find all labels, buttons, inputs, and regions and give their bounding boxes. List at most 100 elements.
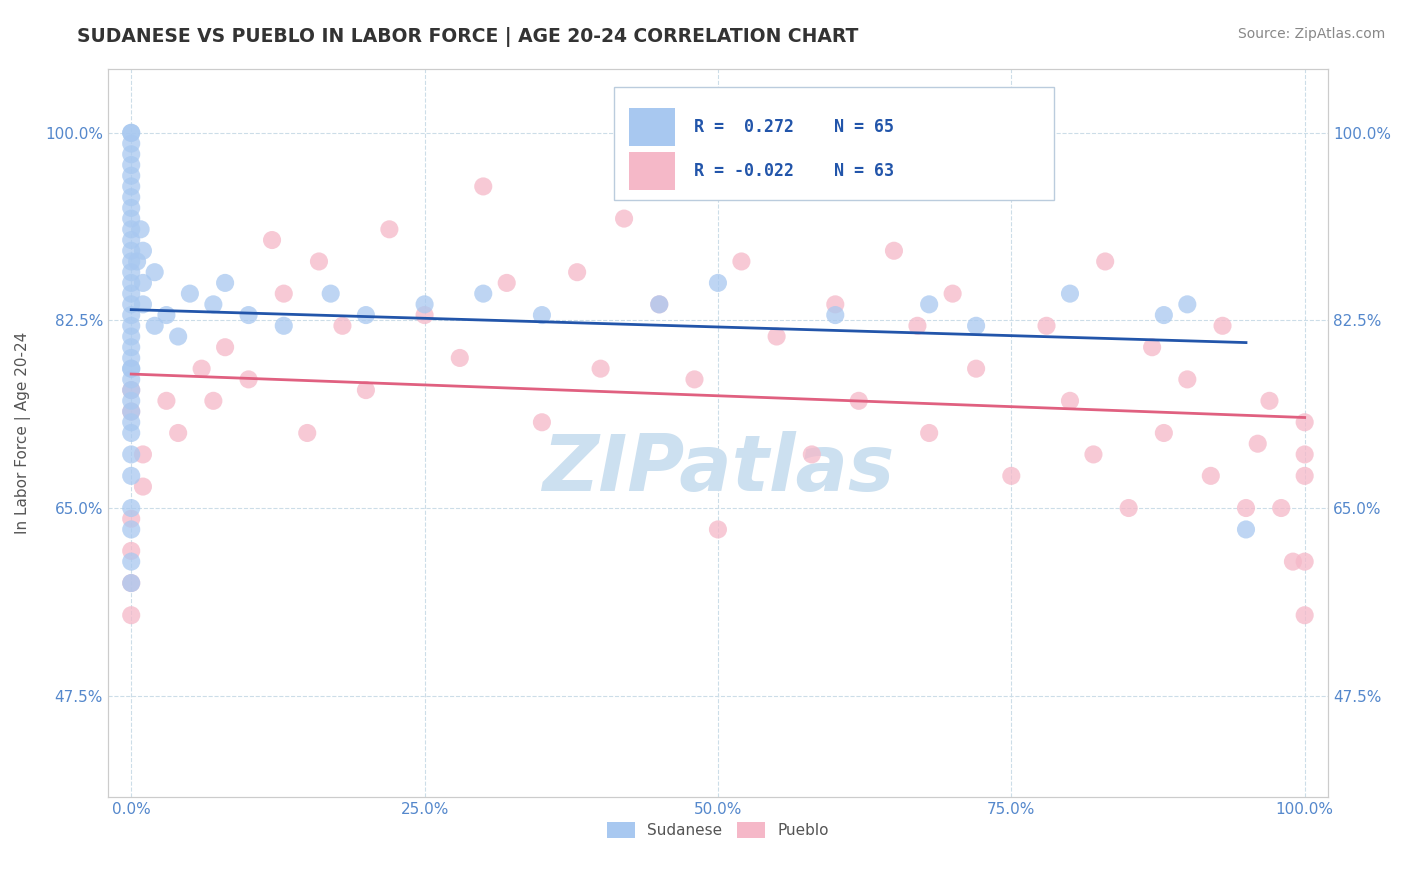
Point xyxy=(120,265,142,279)
Text: R =  0.272    N = 65: R = 0.272 N = 65 xyxy=(693,118,894,136)
Point xyxy=(120,361,142,376)
Point xyxy=(883,244,905,258)
Point xyxy=(120,372,142,386)
Point xyxy=(120,383,142,397)
Point xyxy=(155,308,177,322)
Point xyxy=(1083,447,1105,461)
Point xyxy=(413,308,436,322)
Point xyxy=(120,468,142,483)
Point xyxy=(332,318,354,333)
Point xyxy=(120,201,142,215)
Point xyxy=(120,544,142,558)
Bar xyxy=(628,108,675,145)
Point xyxy=(1153,425,1175,440)
Point xyxy=(824,308,846,322)
Point xyxy=(1234,501,1257,516)
Point xyxy=(120,254,142,268)
Point xyxy=(120,179,142,194)
Point xyxy=(120,404,142,418)
Point xyxy=(120,308,142,322)
Point xyxy=(120,222,142,236)
Point xyxy=(495,276,517,290)
Point xyxy=(1175,297,1198,311)
Point xyxy=(1175,372,1198,386)
Point xyxy=(167,329,190,343)
Point xyxy=(238,372,260,386)
Point xyxy=(120,555,142,569)
Point xyxy=(132,297,155,311)
Point xyxy=(120,244,142,258)
Point xyxy=(1094,254,1116,268)
Point xyxy=(260,233,283,247)
Point xyxy=(354,383,377,397)
Point xyxy=(120,523,142,537)
Point xyxy=(1118,501,1140,516)
Point xyxy=(120,512,142,526)
Point xyxy=(1247,436,1270,450)
Point xyxy=(472,179,495,194)
Point xyxy=(730,254,752,268)
Point xyxy=(120,447,142,461)
Point xyxy=(530,415,553,429)
Point xyxy=(824,297,846,311)
Point xyxy=(120,190,142,204)
Text: R = -0.022    N = 63: R = -0.022 N = 63 xyxy=(693,161,894,179)
Point xyxy=(120,404,142,418)
Point xyxy=(530,308,553,322)
Point xyxy=(120,286,142,301)
Point xyxy=(589,361,612,376)
Point xyxy=(120,576,142,591)
Point xyxy=(413,297,436,311)
Point xyxy=(378,222,401,236)
Point xyxy=(238,308,260,322)
Legend: Sudanese, Pueblo: Sudanese, Pueblo xyxy=(602,816,835,845)
Point xyxy=(800,447,823,461)
Point xyxy=(1258,393,1281,408)
Bar xyxy=(628,152,675,189)
Point xyxy=(143,318,166,333)
Point xyxy=(214,340,236,354)
Point xyxy=(120,501,142,516)
Point xyxy=(120,608,142,623)
Point xyxy=(273,286,295,301)
Point xyxy=(120,425,142,440)
Point xyxy=(965,361,987,376)
Point xyxy=(1282,555,1305,569)
Point xyxy=(354,308,377,322)
Point xyxy=(1294,468,1316,483)
Point xyxy=(765,329,787,343)
Point xyxy=(648,297,671,311)
Point xyxy=(120,158,142,172)
Point xyxy=(120,147,142,161)
Point xyxy=(565,265,588,279)
Point xyxy=(127,254,149,268)
Point xyxy=(1153,308,1175,322)
Point xyxy=(297,425,319,440)
Point xyxy=(120,126,142,140)
Point xyxy=(190,361,212,376)
Point xyxy=(707,276,730,290)
Point xyxy=(179,286,201,301)
Text: ZIPatlas: ZIPatlas xyxy=(541,432,894,508)
Point xyxy=(129,222,152,236)
Point xyxy=(120,136,142,151)
Point xyxy=(472,286,495,301)
Point xyxy=(120,169,142,183)
Point xyxy=(707,523,730,537)
Point xyxy=(120,361,142,376)
Point xyxy=(120,329,142,343)
Point xyxy=(132,479,155,493)
Point xyxy=(1035,318,1057,333)
Point xyxy=(648,297,671,311)
Point xyxy=(1212,318,1234,333)
Point xyxy=(202,297,225,311)
Point xyxy=(120,126,142,140)
Point xyxy=(918,425,941,440)
Point xyxy=(132,447,155,461)
Point xyxy=(143,265,166,279)
Text: SUDANESE VS PUEBLO IN LABOR FORCE | AGE 20-24 CORRELATION CHART: SUDANESE VS PUEBLO IN LABOR FORCE | AGE … xyxy=(77,27,859,46)
Point xyxy=(214,276,236,290)
Point xyxy=(1294,608,1316,623)
Point xyxy=(918,297,941,311)
Point xyxy=(1140,340,1163,354)
